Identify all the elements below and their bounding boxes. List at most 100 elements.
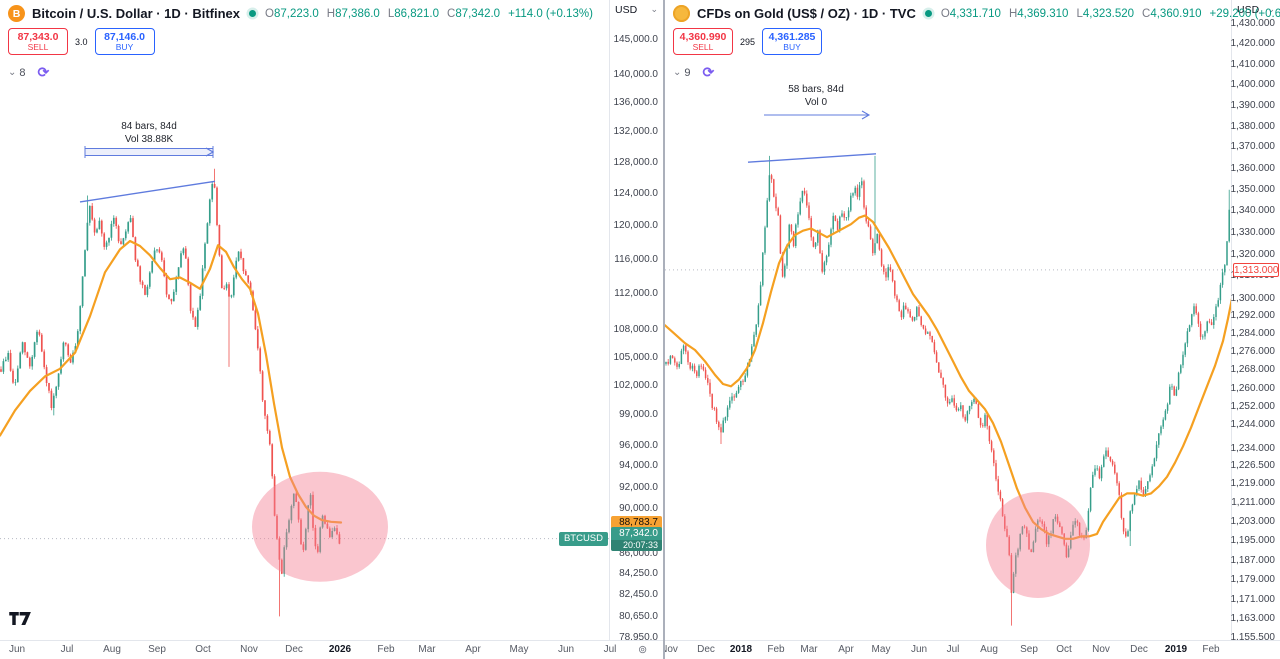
buy-price: 87,146.0 [104,30,145,43]
time-tick-month: Feb [377,644,395,655]
caret-down-icon[interactable]: ⌄ [1267,4,1275,14]
buy-label: BUY [115,41,134,52]
time-tick-year: 2019 [1164,644,1188,655]
price-tick: 1,211.000 [1231,497,1275,508]
price-tick: 120,000.0 [613,220,659,231]
symbol-price-tag: BTCUSD [558,532,608,546]
trendline [747,153,877,163]
gold-candlestick-svg[interactable] [665,0,1232,640]
sell-price: 87,343.0 [17,30,59,43]
date-range-tool [85,148,213,156]
time-tick-month: Dec [285,644,303,655]
price-tick: 1,292.000 [1230,310,1276,321]
price-tick: 1,219.000 [1230,478,1276,489]
high-label: H [326,7,336,20]
price-tick: 1,179.000 [1230,574,1276,585]
price-tick: 1,244.000 [1230,419,1276,430]
price-tick: 82,450.0 [619,589,658,600]
price-tick: 96,000.0 [619,440,658,451]
price-tick: 1,187.000 [1230,555,1276,566]
price-tick: 1,390.000 [1230,100,1276,111]
price-tick: 136,000.0 [613,97,659,108]
price-tick: 1,234.000 [1230,443,1276,454]
gold-time-axis[interactable]: Nov Dec 2018 Feb Mar Apr May Jun Jul Aug Sep Oct Nov… [665,640,1280,659]
price-tick: 92,000.0 [619,482,658,493]
market-open-dot [249,10,257,17]
price-tick: 1,370.000 [1230,141,1276,152]
axis-currency-label[interactable]: USD [1237,4,1260,16]
spread-value: 295 [740,36,756,47]
time-tick-month: Feb [767,644,785,655]
chart-pane-gold: 58 bars, 84d Vol 0 CFDs on Gold (US$ / OZ… [663,0,1280,659]
btcusd-time-axis[interactable]: Jun Jul Aug Sep Oct Nov Dec 2026 Feb Mar Apr May Jun… [0,640,663,659]
gold-plot-area[interactable]: 58 bars, 84d Vol 0 [665,0,1232,640]
time-tick-year: 2018 [729,644,753,655]
sell-price: 4,360.990 [679,30,727,43]
time-tick-month: Jul [603,644,617,655]
price-tick: 112,000.0 [614,288,658,299]
time-tick-month: May [871,644,891,655]
btcusd-price-axis[interactable]: USD ⌄ 145,000.0 140,000.0 136,000.0 132,000… [609,0,663,643]
close-label: C [1142,7,1151,20]
price-tick: 132,000.0 [613,126,659,137]
tradingview-logo[interactable] [9,612,32,630]
price-tick: 1,226.500 [1230,460,1276,471]
time-tick-month: Aug [103,644,121,655]
moving-average-line [665,214,1232,540]
symbol-title[interactable]: CFDs on Gold (US$ / OZ) · 1D · TVC [697,6,916,21]
sync-refresh-icon[interactable]: ⟳ [37,64,50,80]
change-value: +114.0 (+0.13%) [508,7,593,20]
buy-button[interactable]: 87,146.0 BUY [94,28,155,55]
bitcoin-icon[interactable]: B [8,5,25,22]
open-value: 4,331.710 [949,7,1001,20]
price-tick: 1,284.000 [1230,328,1276,339]
axis-settings-icon[interactable]: ⊚ [638,644,648,656]
time-tick-month: Jun [557,644,575,655]
collapsed-count: 8 [19,66,26,79]
time-tick-year: 2026 [328,644,352,655]
moving-average-line [0,239,343,524]
btcusd-header: B Bitcoin / U.S. Dollar · 1D · Bitfinex … [8,5,593,81]
btcusd-plot-area[interactable]: 84 bars, 84d Vol 38.88K [0,0,610,640]
collapsed-indicators-toggle[interactable]: ⌄ 9 [673,67,691,79]
low-value: 86,821.0 [394,7,439,20]
sync-refresh-icon[interactable]: ⟳ [702,64,715,80]
close-value: 87,342.0 [455,7,501,20]
caret-down-icon[interactable]: ⌄ [650,4,658,14]
chevron-down-icon: ⌄ [8,67,17,78]
price-tick: 1,155.500 [1230,632,1276,643]
price-tick: 128,000.0 [613,157,659,168]
price-tick: 116,000.0 [614,254,658,265]
gold-icon[interactable] [673,5,690,22]
buy-button[interactable]: 4,361.285 BUY [762,28,823,55]
gold-header: CFDs on Gold (US$ / OZ) · 1D · TVC O4,33… [673,5,1280,81]
time-tick-month: Oct [1056,644,1072,655]
price-tick: 78,950.0 [619,632,658,643]
spread-value: 3.0 [75,36,88,47]
last-price-label: 87,342.0 20:07:33 [611,527,662,551]
range-arrow-head [205,147,215,157]
btcusd-candlestick-svg[interactable] [0,0,610,640]
price-tick: 1,380.000 [1230,121,1276,132]
time-tick-month: Jul [946,644,960,655]
symbol-title[interactable]: Bitcoin / U.S. Dollar · 1D · Bitfinex [32,6,241,21]
time-tick-month: Jun [8,644,26,655]
collapsed-indicators-toggle[interactable]: ⌄ 8 [8,67,26,79]
close-value: 4,360.910 [1150,7,1202,20]
gold-price-axis[interactable]: USD ⌄ 1,430.000 1,420.000 1,410.000 1,400.0… [1230,0,1280,643]
sell-button[interactable]: 4,360.990 SELL [673,28,733,55]
time-tick-month: Nov [1092,644,1110,655]
sell-button[interactable]: 87,343.0 SELL [8,28,68,55]
bar-countdown: 20:07:33 [611,540,662,551]
axis-currency-label[interactable]: USD [615,4,638,16]
price-tick: 94,000.0 [619,460,658,471]
price-tick: 145,000.0 [613,34,659,45]
price-tick: 86,000.0 [619,548,658,559]
ohlc-readout: O87,223.0 H87,386.0 L86,821.0 C87,342.0 … [265,8,593,20]
ma-price-label: 88,783.7 [611,516,662,530]
high-value: 4,369.310 [1017,7,1069,20]
time-tick-month: Jul [60,644,74,655]
price-tick: 1,203.000 [1230,516,1276,527]
time-tick-month: Apr [838,644,854,655]
time-tick-month: Jun [910,644,928,655]
